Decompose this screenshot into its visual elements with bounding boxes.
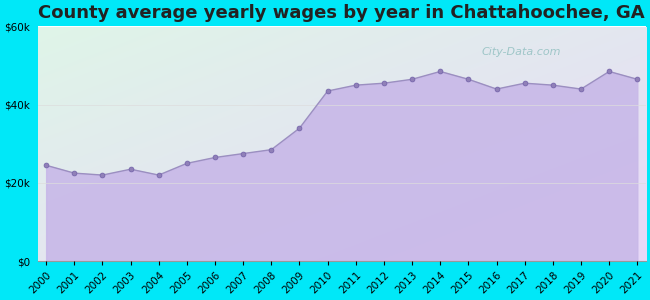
Title: County average yearly wages by year in Chattahoochee, GA: County average yearly wages by year in C… (38, 4, 645, 22)
Text: City-Data.com: City-Data.com (482, 47, 561, 57)
